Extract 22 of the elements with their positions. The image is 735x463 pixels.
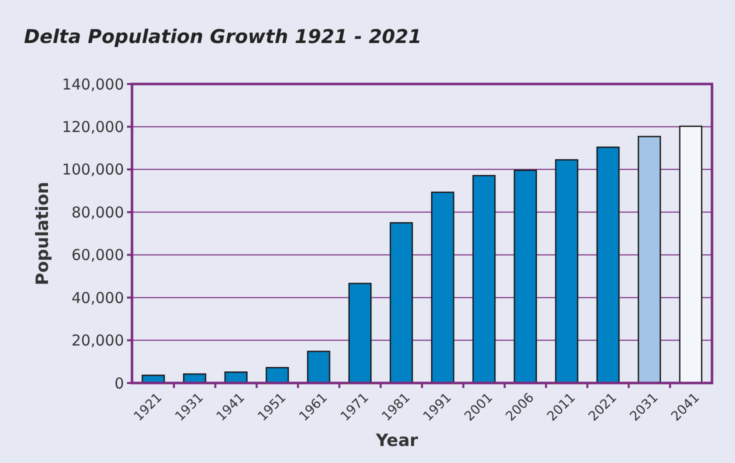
y-axis-title: Population: [33, 182, 53, 286]
y-tick-label: 60,000: [72, 246, 124, 264]
bar: [514, 170, 537, 384]
chart-title: Delta Population Growth 1921 - 2021: [24, 26, 422, 48]
y-tick-label: 80,000: [72, 203, 124, 222]
bar: [431, 192, 454, 384]
y-tick-label: 120,000: [62, 118, 124, 136]
bar: [472, 174, 496, 384]
y-tick-label: 0: [114, 374, 124, 392]
bar: [596, 146, 620, 384]
bar: [638, 136, 661, 384]
bar: [555, 159, 578, 384]
y-tick-label: 40,000: [72, 288, 124, 307]
bar: [348, 282, 372, 384]
bar: [266, 366, 289, 384]
y-tick-label: 140,000: [62, 75, 124, 94]
y-tick-label: 100,000: [62, 160, 124, 179]
bar: [307, 350, 330, 384]
x-axis-title: Year: [374, 431, 419, 451]
y-tick-label: 20,000: [72, 332, 124, 350]
bar: [390, 222, 413, 384]
bar: [679, 126, 702, 384]
